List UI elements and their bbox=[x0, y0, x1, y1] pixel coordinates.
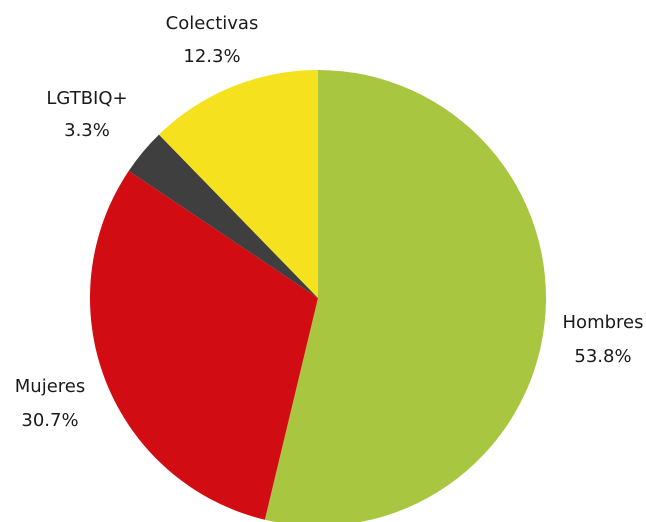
pie-slices bbox=[89, 70, 546, 522]
pie-labels: Hombres 53.8% Mujeres 30.7% LGTBIQ+ 3.3% Colec… bbox=[15, 13, 644, 431]
slice-label-value: 53.8% bbox=[574, 346, 631, 367]
pie-slice-colectivas bbox=[158, 70, 318, 298]
slice-label-name: LGTBIQ+ bbox=[46, 88, 127, 109]
slice-label-value: 12.3% bbox=[183, 46, 240, 67]
slice-label-name: Hombres bbox=[563, 312, 644, 333]
pie-slice-hombres bbox=[264, 70, 546, 522]
slice-label-value: 3.3% bbox=[64, 120, 110, 141]
pie-slice-lgtbiq bbox=[128, 134, 318, 298]
slice-label-name: Colectivas bbox=[166, 13, 259, 34]
slice-label-value: 30.7% bbox=[21, 410, 78, 431]
pie-slice-mujeres bbox=[89, 170, 319, 520]
slice-label-name: Mujeres bbox=[15, 376, 85, 397]
